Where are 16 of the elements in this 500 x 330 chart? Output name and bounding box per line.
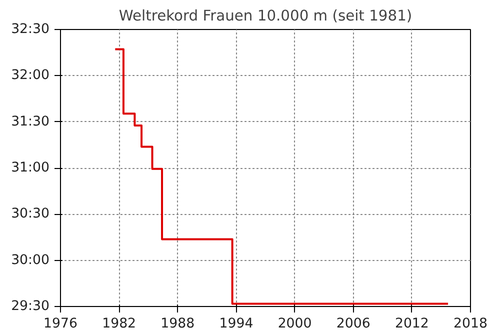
x-tick-label: 1988 (160, 316, 195, 330)
y-tick-label: 31:00 (11, 160, 50, 176)
y-tick-label: 29:30 (11, 299, 50, 314)
y-tick-label: 32:00 (11, 68, 50, 84)
x-tick-label: 1994 (219, 316, 254, 330)
y-tick-label: 32:30 (11, 22, 50, 37)
x-tick-label: 2006 (336, 316, 370, 330)
x-tick-label: 2000 (278, 316, 312, 330)
y-tick-label: 30:00 (11, 252, 50, 268)
x-tick-label: 1982 (102, 316, 136, 330)
x-tick-label: 2012 (394, 316, 429, 330)
chart-title: Weltrekord Frauen 10.000 m (seit 1981) (118, 8, 412, 24)
x-tick-label: 2018 (454, 316, 488, 330)
x-tick-label: 1976 (44, 316, 78, 330)
y-tick-label: 30:30 (11, 206, 50, 222)
y-tick-label: 31:30 (11, 114, 50, 130)
